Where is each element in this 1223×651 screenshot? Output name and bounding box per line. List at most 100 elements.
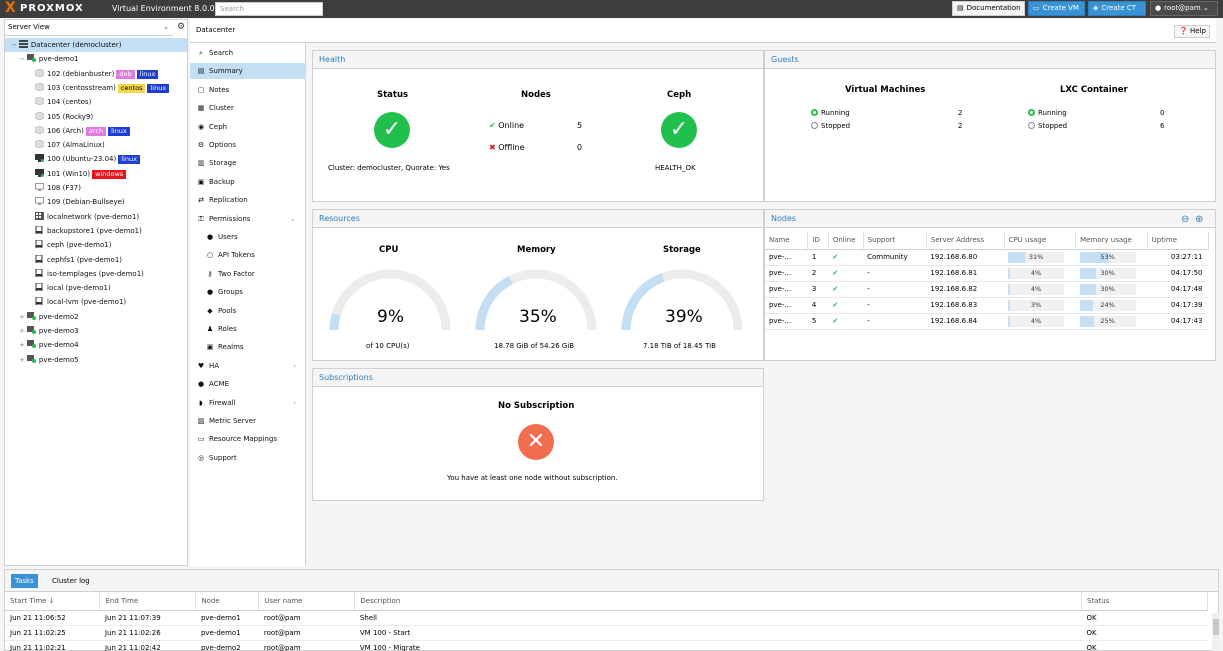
tree-item[interactable]: 102 (debianbuster) deb linux <box>35 67 159 81</box>
expand-toggle-icon[interactable]: + <box>19 327 25 335</box>
tree-item[interactable]: 103 (centosstream) centos linux <box>35 81 170 95</box>
tree-item[interactable]: + pve-demo5 <box>19 353 79 367</box>
vm-heading: Virtual Machines <box>845 85 926 95</box>
expand-toggle-icon[interactable]: + <box>19 312 25 321</box>
nav-item-label: Replication <box>209 196 248 205</box>
tree-item[interactable]: 106 (Arch) arch linux <box>35 124 130 138</box>
table-row[interactable]: pve-... 4 ✔ -192.168.6.83 3% 24% 04:17:39 <box>765 297 1209 314</box>
nav-item-realms[interactable]: ▣ Realms <box>190 339 306 355</box>
nav-item-pools[interactable]: ◆ Pools <box>190 303 306 319</box>
nav-item-cluster[interactable]: ▦ Cluster <box>190 100 306 116</box>
column-header[interactable]: Memory usage <box>1075 232 1148 250</box>
table-row[interactable]: Jun 21 11:06:52 Jun 21 11:07:39 pve-demo1 r… <box>5 610 1208 626</box>
column-header[interactable]: Node <box>195 592 260 611</box>
tree-item[interactable]: − pve-demo1 <box>19 52 79 66</box>
nav-item-two-factor[interactable]: ⚷ Two Factor <box>190 266 306 282</box>
view-selector[interactable]: Server View ⌄ <box>5 20 173 36</box>
nav-item-notes[interactable]: ▢ Notes <box>190 82 306 98</box>
column-header[interactable]: Name <box>765 232 809 250</box>
tree-item[interactable]: backupstore1 (pve-demo1) <box>35 224 142 238</box>
tree-item[interactable]: 109 (Debian-Bullseye) <box>35 195 125 209</box>
column-header[interactable]: End Time <box>99 592 197 611</box>
tree-item[interactable]: − Datacenter (democluster) <box>5 38 187 52</box>
tree-item[interactable]: + pve-demo2 <box>19 310 79 324</box>
tree-item[interactable]: ceph (pve-demo1) <box>35 238 111 252</box>
table-row[interactable]: pve-... 2 ✔ -192.168.6.81 4% 30% 04:17:50 <box>765 265 1209 282</box>
gear-icon[interactable]: ⚙ <box>176 22 186 32</box>
tree-item[interactable]: 104 (centos) <box>35 95 91 109</box>
create-vm-button[interactable]: ▭ Create VM <box>1028 1 1085 16</box>
tree-item[interactable]: 105 (Rocky9) <box>35 110 93 124</box>
tag-badge: windows <box>92 169 127 179</box>
column-header[interactable]: Support <box>863 232 927 250</box>
nav-item-ha[interactable]: ♥ HA › <box>190 358 306 374</box>
collapse-icon[interactable]: ⊖ <box>1181 214 1190 225</box>
column-header[interactable]: Start Time ↓ <box>5 592 101 611</box>
nav-item-users[interactable]: ● Users <box>190 229 306 245</box>
tree-item[interactable]: 108 (F37) <box>35 181 81 195</box>
storage-heading: Storage <box>663 245 701 255</box>
column-header[interactable]: CPU usage <box>1004 232 1077 250</box>
collapse-toggle-icon[interactable]: − <box>11 41 17 49</box>
nav-item-search[interactable]: ⌕ Search <box>190 45 306 61</box>
tree-item[interactable]: iso-templages (pve-demo1) <box>35 267 144 281</box>
nav-item-label: Resource Mappings <box>209 435 278 444</box>
expand-toggle-icon[interactable]: − <box>19 55 25 64</box>
column-header[interactable]: Description <box>354 592 1083 611</box>
nav-item-storage[interactable]: ▥ Storage <box>190 155 306 171</box>
nav-item-acme[interactable]: ● ACME <box>190 376 306 392</box>
table-row[interactable]: pve-... 5 ✔ -192.168.6.84 4% 25% 04:17:43 <box>765 313 1209 330</box>
nav-item-support[interactable]: ◎ Support <box>190 450 306 466</box>
nav-item-ceph[interactable]: ◉ Ceph <box>190 119 306 135</box>
column-header[interactable]: Status <box>1081 592 1208 611</box>
nodes-panel: Nodes ⊖ ⊕ Name ID Online Support Server Addr… <box>764 209 1216 361</box>
user-menu-button[interactable]: ● root@pam ⌄ <box>1150 1 1218 16</box>
documentation-button[interactable]: ▤ Documentation <box>952 1 1025 16</box>
proxmox-logo-text: PROXMOX <box>20 3 84 14</box>
nav-item-options[interactable]: ⚙ Options <box>190 137 306 153</box>
tree-item[interactable]: + pve-demo3 <box>19 324 79 338</box>
tree-item[interactable]: 100 (Ubuntu-23.04) linux <box>35 152 140 166</box>
tab-tasks[interactable]: Tasks <box>11 574 38 588</box>
nav-item-permissions[interactable]: ⚿ Permissions ⌄ <box>190 211 306 227</box>
expand-toggle-icon[interactable]: + <box>19 355 25 364</box>
nav-item-roles[interactable]: ♟ Roles <box>190 321 306 337</box>
tree-item[interactable]: local (pve-demo1) <box>35 281 111 295</box>
tree-item[interactable]: cephfs1 (pve-demo1) <box>35 253 122 267</box>
nav-item-metric-server[interactable]: ▨ Metric Server <box>190 413 306 429</box>
column-header[interactable]: Online <box>828 232 864 250</box>
tree-item[interactable]: local-lvm (pve-demo1) <box>35 295 126 309</box>
tree-item[interactable]: 107 (AlmaLinux) <box>35 138 105 152</box>
tasks-scrollbar[interactable] <box>1212 613 1220 651</box>
scrollbar-thumb[interactable] <box>1213 619 1219 635</box>
node-address: 192.168.6.81 <box>926 265 1005 282</box>
tree-item[interactable]: localnetwork (pve-demo1) <box>35 210 139 224</box>
expand-icon[interactable]: ⊕ <box>1195 214 1204 225</box>
create-ct-button[interactable]: ◈ Create CT <box>1088 1 1146 16</box>
column-header[interactable]: Server Address <box>926 232 1005 250</box>
tag-badge: linux <box>136 69 159 79</box>
container-icon <box>35 140 47 149</box>
check-icon: ✔ <box>828 265 864 282</box>
search-input[interactable]: Search <box>215 2 323 16</box>
nav-item-summary[interactable]: ▤ Summary <box>190 63 306 80</box>
nav-item-replication[interactable]: ⇄ Replication <box>190 192 306 208</box>
nav-item-firewall[interactable]: ◗ Firewall › <box>190 395 306 411</box>
tree-item[interactable]: + pve-demo4 <box>19 338 79 352</box>
tab-cluster-log[interactable]: Cluster log <box>52 577 90 585</box>
tree-item[interactable]: 101 (Win10) windows <box>35 167 127 181</box>
column-header[interactable]: User name <box>258 592 356 611</box>
ceph-icon: ◉ <box>197 122 205 131</box>
table-row[interactable]: Jun 21 11:02:21 Jun 21 11:02:42 pve-demo2 r… <box>5 640 1208 651</box>
help-button[interactable]: ❓ Help <box>1174 25 1210 38</box>
expand-toggle-icon[interactable]: + <box>19 341 25 350</box>
nav-item-api-tokens[interactable]: ○ API Tokens <box>190 247 306 263</box>
column-header[interactable]: ID <box>807 232 829 250</box>
nav-item-backup[interactable]: ▣ Backup <box>190 174 306 190</box>
nav-item-groups[interactable]: ● Groups <box>190 284 306 300</box>
table-row[interactable]: pve-... 1 ✔ Community 192.168.6.80 31% 53% 03:2… <box>765 249 1209 266</box>
nav-item-resource-mappings[interactable]: ▭ Resource Mappings <box>190 431 306 447</box>
table-row[interactable]: pve-... 3 ✔ -192.168.6.82 4% 30% 04:17:48 <box>765 281 1209 298</box>
table-row[interactable]: Jun 21 11:02:25 Jun 21 11:02:26 pve-demo1 r… <box>5 625 1208 641</box>
column-header[interactable]: Uptime <box>1147 232 1210 250</box>
